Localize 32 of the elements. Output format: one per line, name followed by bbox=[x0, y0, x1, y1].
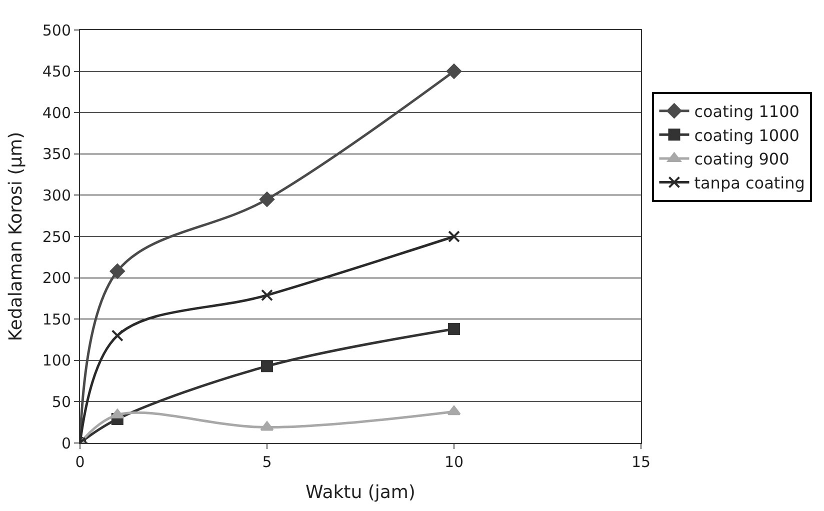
y-tick-label: 300 bbox=[42, 186, 71, 204]
y-tick-label: 500 bbox=[42, 21, 71, 40]
x-axis-title: Waktu (jam) bbox=[306, 482, 416, 504]
legend-label: coating 900 bbox=[694, 150, 790, 169]
point bbox=[260, 192, 274, 207]
y-tick-label: 50 bbox=[52, 392, 71, 411]
legend-label: tanpa coating bbox=[694, 173, 805, 192]
point bbox=[110, 408, 124, 418]
legend-label: coating 1100 bbox=[694, 102, 800, 122]
x-tick-label: 5 bbox=[262, 453, 272, 471]
y-tick-label: 250 bbox=[42, 228, 71, 246]
x-tick-label: 10 bbox=[444, 453, 464, 471]
y-tick-label: 150 bbox=[42, 310, 71, 328]
point bbox=[448, 230, 460, 242]
legend-label: coating 1000 bbox=[694, 126, 800, 145]
point bbox=[260, 421, 274, 431]
point bbox=[447, 406, 461, 416]
point bbox=[446, 64, 462, 79]
point bbox=[261, 289, 273, 302]
x-tick-label: 15 bbox=[631, 453, 651, 471]
x-tick-label: 0 bbox=[75, 453, 85, 471]
point bbox=[448, 323, 460, 336]
point bbox=[110, 264, 125, 279]
y-tick-label: 400 bbox=[42, 104, 71, 122]
y-tick-label: 0 bbox=[61, 434, 71, 452]
y-axis-title: Kedalaman Korosi (µm) bbox=[6, 132, 27, 342]
y-tick-label: 450 bbox=[42, 62, 71, 81]
point bbox=[261, 360, 273, 372]
y-tick-label: 200 bbox=[42, 269, 71, 288]
point bbox=[111, 330, 124, 342]
y-tick-label: 350 bbox=[42, 145, 71, 164]
y-tick-label: 100 bbox=[42, 352, 71, 370]
